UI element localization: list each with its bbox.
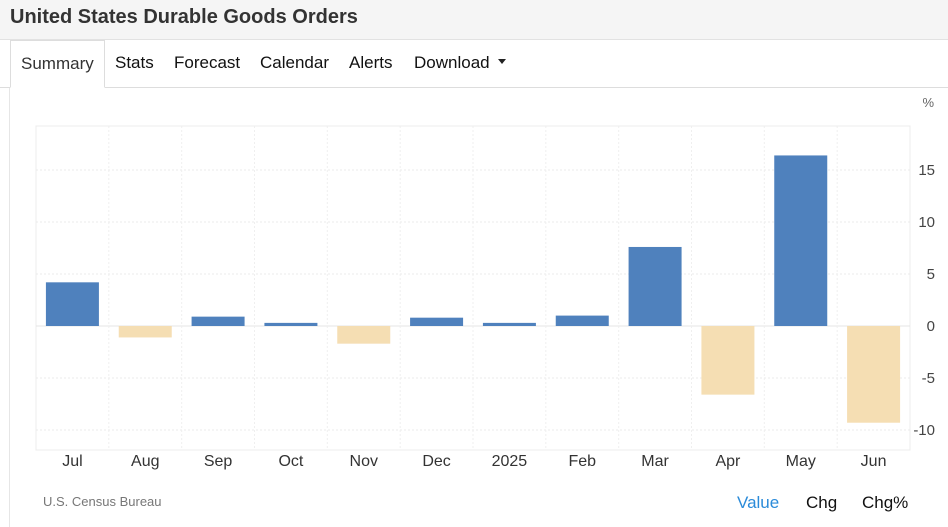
y-tick-label: 10 xyxy=(918,214,935,231)
tab-summary-label: Summary xyxy=(21,54,94,73)
tab-download[interactable]: Download xyxy=(414,40,506,87)
tab-download-label: Download xyxy=(414,53,490,72)
bar-2025 xyxy=(482,322,536,326)
bar-mar xyxy=(628,246,682,326)
tab-forecast[interactable]: Forecast xyxy=(174,40,240,87)
x-tick-label: Oct xyxy=(278,453,303,470)
grid-layer xyxy=(35,125,911,451)
y-tick-label: 15 xyxy=(918,162,935,179)
bar-aug xyxy=(118,326,172,338)
series-tab-chg[interactable]: Chg xyxy=(806,493,838,512)
x-tick-label: Mar xyxy=(641,453,669,470)
tab-forecast-label: Forecast xyxy=(174,53,241,72)
bar-jun xyxy=(847,326,901,423)
y-tick-label: 0 xyxy=(927,318,935,335)
bar-feb xyxy=(555,315,609,326)
chart: 15 10 5 0 -5 -10 Jul Aug Sep Oct Nov Dec 2025 Feb Mar A… xyxy=(35,95,935,470)
bar-dec xyxy=(410,317,464,326)
title-bar: United States Durable Goods Orders xyxy=(0,0,948,40)
x-tick-label: Feb xyxy=(568,453,596,470)
bar-nov xyxy=(337,326,391,344)
bar-sep xyxy=(191,316,245,326)
page-title: United States Durable Goods Orders xyxy=(10,6,358,28)
series-tab-chg-percent[interactable]: Chg% xyxy=(862,493,909,512)
y-tick-label: 5 xyxy=(927,266,935,283)
x-tick-label: Dec xyxy=(422,453,450,470)
x-tick-label: Nov xyxy=(350,453,378,470)
y-tick-label: -5 xyxy=(922,370,935,387)
y-tick-label: -10 xyxy=(913,422,935,439)
series-tab-value[interactable]: Value xyxy=(737,493,780,512)
bar-layer xyxy=(45,155,901,423)
left-divider xyxy=(9,88,10,527)
tab-summary[interactable]: Summary xyxy=(10,40,105,88)
tab-alerts[interactable]: Alerts xyxy=(349,40,392,87)
x-tick-label: Aug xyxy=(131,453,159,470)
x-tick-label: Jul xyxy=(62,453,82,470)
tab-alerts-label: Alerts xyxy=(349,53,393,72)
tab-stats[interactable]: Stats xyxy=(115,40,154,87)
tab-stats-label: Stats xyxy=(115,53,154,72)
x-tick-label: Jun xyxy=(861,453,887,470)
tab-bar: Summary Stats Forecast Calendar Alerts D… xyxy=(0,40,948,88)
caret-down-icon xyxy=(497,59,506,65)
tab-calendar[interactable]: Calendar xyxy=(260,40,329,87)
x-tick-label: 2025 xyxy=(492,453,528,470)
bar-may xyxy=(774,155,828,326)
label-layer: 15 10 5 0 -5 -10 Jul Aug Sep Oct Nov Dec 2025 Feb Mar A… xyxy=(62,162,935,470)
x-tick-label: May xyxy=(786,453,816,470)
bar-oct xyxy=(264,322,318,326)
x-tick-label: Apr xyxy=(715,453,741,470)
source-credit: U.S. Census Bureau xyxy=(43,494,162,509)
bar-apr xyxy=(701,326,755,395)
tab-calendar-label: Calendar xyxy=(260,53,329,72)
bar-jul xyxy=(45,282,99,326)
x-tick-label: Sep xyxy=(204,453,233,470)
y-axis-unit: % xyxy=(922,95,934,110)
